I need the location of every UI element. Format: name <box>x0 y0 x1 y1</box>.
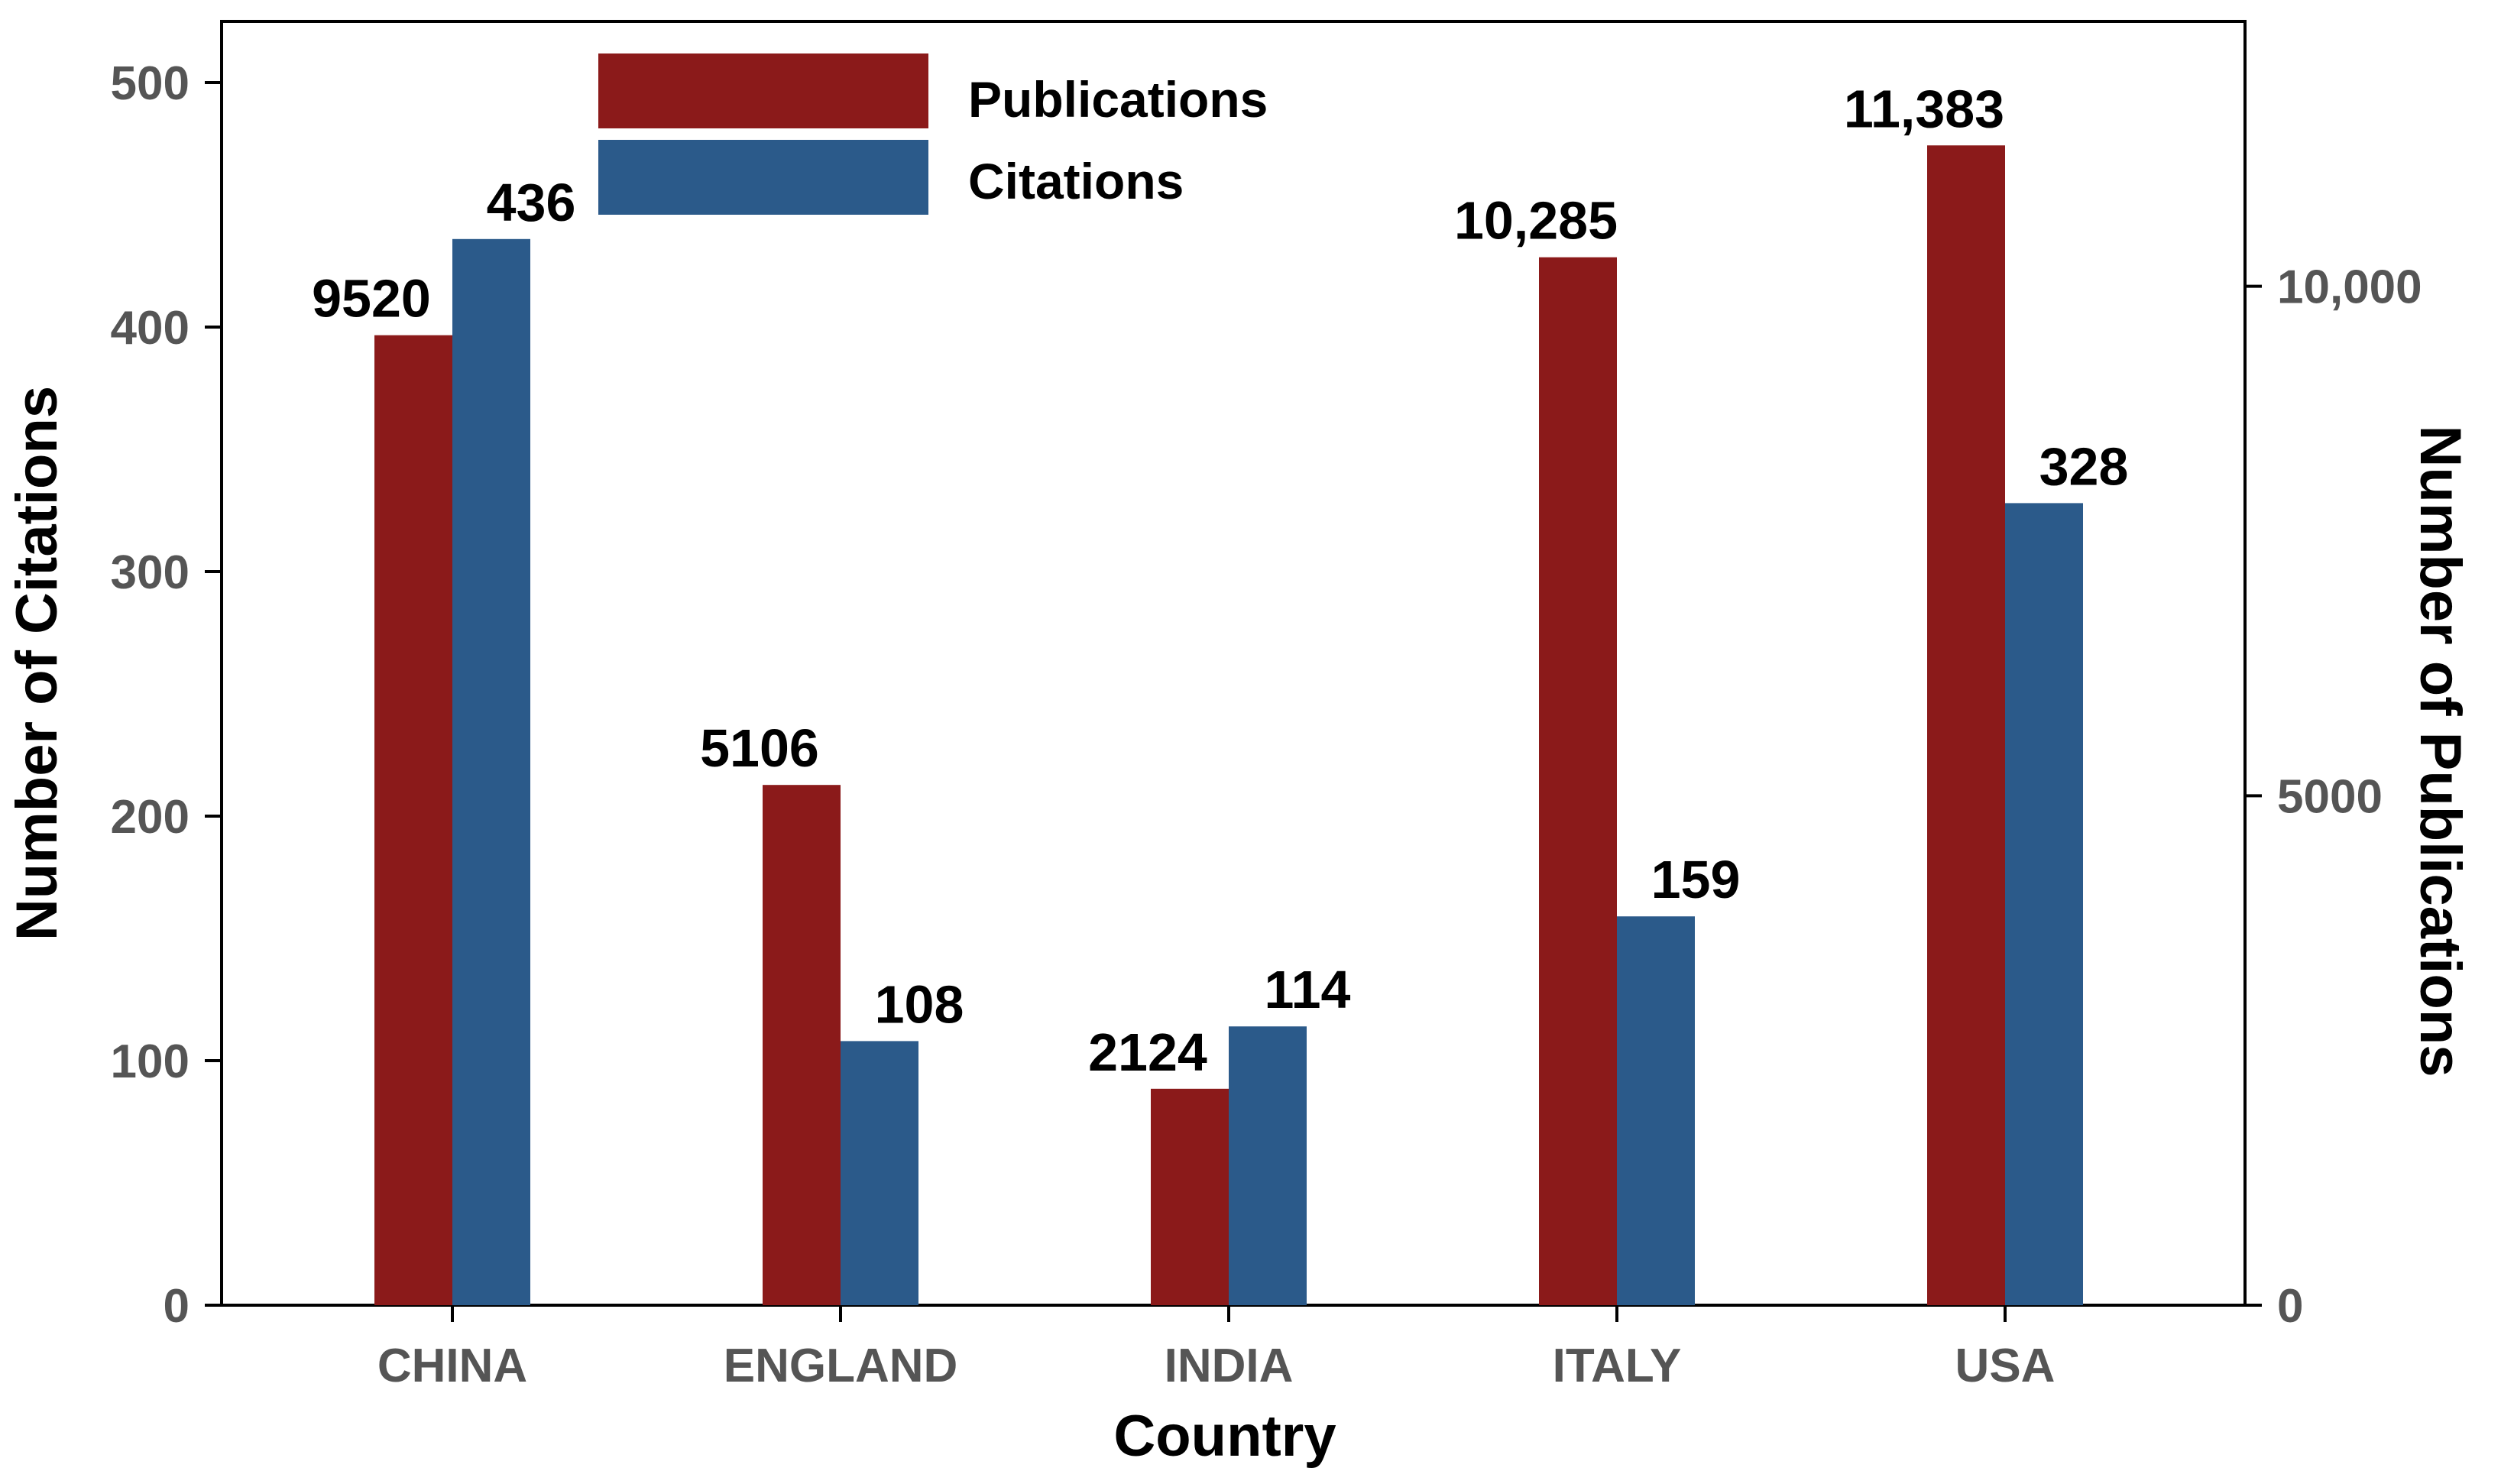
right-axis: 0 5000 10,000 <box>2245 261 2422 1333</box>
legend-label-citations: Citations <box>968 153 1184 209</box>
left-tick-label: 400 <box>111 302 190 355</box>
bar-citations-england <box>841 1041 918 1305</box>
bar-label-citations-italy: 159 <box>1651 850 1741 909</box>
legend-swatch-publications <box>598 53 928 128</box>
legend-swatch-citations <box>598 140 928 215</box>
x-tick-label-china: CHINA <box>377 1340 527 1392</box>
bar-label-publications-india: 2124 <box>1088 1022 1207 1082</box>
x-axis-title: Country <box>1113 1404 1336 1469</box>
left-tick-label: 300 <box>111 546 190 599</box>
bar-publications-india <box>1151 1088 1229 1305</box>
right-tick-label: 10,000 <box>2277 261 2422 314</box>
bar-publications-usa <box>1927 145 2005 1306</box>
bar-citations-italy <box>1617 916 1695 1305</box>
left-tick-label: 500 <box>111 57 190 110</box>
left-axis: 0 100 200 300 400 500 <box>111 57 222 1333</box>
bar-citations-india <box>1229 1026 1307 1305</box>
left-tick-label: 0 <box>164 1280 190 1333</box>
bar-label-citations-india: 114 <box>1265 960 1351 1019</box>
x-tick-label-india: INDIA <box>1165 1340 1294 1392</box>
bar-label-citations-usa: 328 <box>2039 436 2129 496</box>
bar-label-publications-england: 5106 <box>700 718 819 778</box>
legend-label-publications: Publications <box>968 71 1268 128</box>
x-tick-label-italy: ITALY <box>1553 1340 1682 1392</box>
x-axis: CHINA ENGLAND INDIA ITALY USA <box>377 1305 2056 1392</box>
bar-label-citations-china: 436 <box>487 173 576 232</box>
bar-citations-usa <box>2005 503 2083 1305</box>
right-tick-label: 0 <box>2277 1280 2303 1333</box>
left-tick-label: 200 <box>111 791 190 844</box>
bar-publications-china <box>374 335 452 1306</box>
bars <box>374 145 2083 1306</box>
bar-publications-italy <box>1539 257 1617 1306</box>
x-tick-label-usa: USA <box>1955 1340 2056 1392</box>
bar-labels: 9520 436 5106 108 2124 114 10,285 159 11,383 328 <box>312 79 2128 1082</box>
y2-axis-title: Number of Publications <box>2408 426 2473 1077</box>
bar-publications-england <box>763 785 841 1305</box>
right-tick-label: 5000 <box>2277 770 2383 823</box>
x-tick-label-england: ENGLAND <box>724 1340 958 1392</box>
left-tick-label: 100 <box>111 1035 190 1088</box>
bar-label-publications-china: 9520 <box>312 269 431 329</box>
bar-citations-china <box>452 238 530 1305</box>
y-axis-title: Number of Citations <box>5 386 70 941</box>
legend: Publications Citations <box>598 53 1268 215</box>
bar-label-publications-italy: 10,285 <box>1454 191 1618 251</box>
bar-label-publications-usa: 11,383 <box>1844 79 2004 138</box>
bar-label-citations-england: 108 <box>875 974 964 1034</box>
